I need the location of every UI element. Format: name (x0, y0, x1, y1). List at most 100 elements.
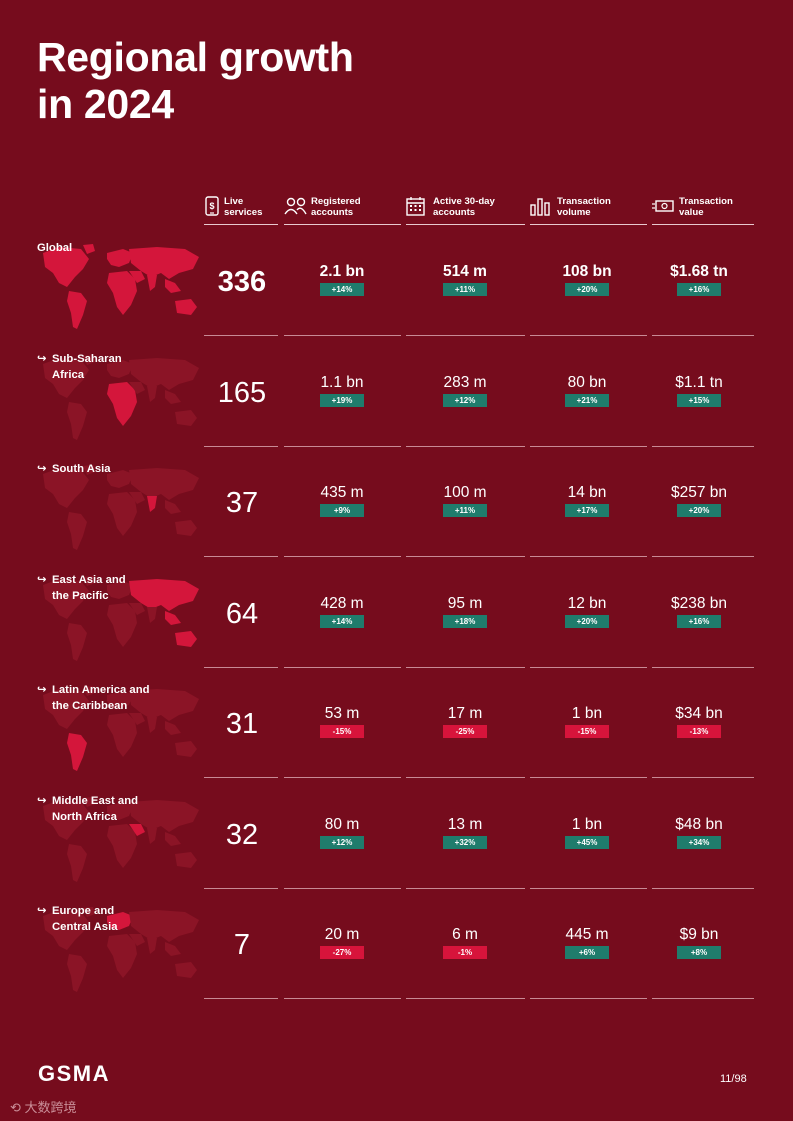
map-landmass-sas (147, 828, 157, 844)
column-header-label-line: value (679, 207, 704, 218)
divider (652, 998, 754, 999)
arrow-icon: ↪ (37, 574, 47, 586)
map-landmass-na (43, 247, 89, 287)
metric-cell: 80 bn +21% (528, 374, 646, 407)
region-map (43, 686, 199, 771)
region-name: Latin America and the Caribbean (37, 683, 177, 714)
divider (406, 556, 525, 557)
metric-cell: 100 m +11% (406, 484, 524, 517)
region-name-line: East Asia and (52, 574, 126, 586)
page-title-line: Regional growth (37, 34, 354, 80)
map-landmass-asia (129, 800, 199, 832)
metric-cell: 20 m -27% (283, 926, 401, 959)
metric-value: $48 bn (675, 816, 723, 833)
map-landmass-af (107, 934, 137, 978)
change-badge: -15% (565, 725, 609, 738)
metric-cell: 108 bn +20% (528, 263, 646, 296)
divider (652, 667, 754, 668)
live-services-value: 336 (217, 266, 267, 298)
map-landmass-af (107, 492, 137, 536)
metric-cell: $1.1 tn +15% (640, 374, 758, 407)
metric-cell: $257 bn +20% (640, 484, 758, 517)
map-landmass-sas (147, 938, 157, 954)
map-landmass-me (129, 603, 145, 615)
divider (406, 667, 525, 668)
column-header-label-line: Registered (311, 196, 361, 207)
change-badge: +11% (443, 283, 487, 296)
region-name-line: North Africa (52, 810, 117, 823)
metric-value: 20 m (324, 926, 360, 943)
divider (204, 667, 278, 668)
map-landmass-au (175, 741, 197, 757)
divider (406, 777, 525, 778)
metric-value: 445 m (565, 926, 609, 943)
arrow-icon: ↪ (37, 463, 47, 475)
column-header-label-line: Live (224, 196, 244, 207)
region-map (43, 244, 199, 329)
change-badge: -13% (677, 725, 721, 738)
map-landmass-me (129, 492, 145, 504)
divider (406, 998, 525, 999)
divider (652, 335, 754, 336)
divider (652, 224, 754, 225)
change-badge: +12% (443, 394, 487, 407)
phone-dollar-icon: $ (205, 196, 219, 216)
metric-cell: 428 m +14% (283, 595, 401, 628)
divider (284, 998, 401, 999)
metric-cell: $34 bn -13% (640, 705, 758, 738)
divider (284, 224, 401, 225)
divider (406, 224, 525, 225)
divider (204, 998, 278, 999)
metric-cell: 13 m +32% (406, 816, 524, 849)
map-landmass-sea (165, 390, 181, 404)
bar-chart-icon (530, 198, 550, 216)
map-landmass-asia (129, 358, 199, 390)
map-landmass-eu (107, 470, 133, 488)
column-header: Transaction value (652, 196, 756, 224)
metric-cell: $9 bn +8% (640, 926, 758, 959)
live-services-value: 64 (225, 598, 259, 630)
divider (530, 446, 647, 447)
region-map (43, 907, 199, 992)
change-badge: +16% (677, 615, 721, 628)
divider (284, 446, 401, 447)
change-badge: +18% (443, 615, 487, 628)
metric-cell: 2.1 bn +14% (283, 263, 401, 296)
metric-value: 17 m (447, 705, 483, 722)
divider (530, 888, 647, 889)
calendar-icon (406, 197, 425, 216)
map-landmass-sas (147, 607, 157, 623)
map-landmass-na (43, 579, 89, 619)
map-landmass-gr (83, 355, 95, 365)
column-header-label: Active 30-day accounts (433, 196, 495, 218)
metric-value: 100 m (443, 484, 487, 501)
map-landmass-sea (165, 942, 181, 956)
column-header-label: Transaction volume (557, 196, 611, 218)
change-badge: +17% (565, 504, 609, 517)
metric-value: 1.1 bn (320, 374, 364, 391)
map-landmass-eu (107, 912, 133, 930)
region-name-line: South Asia (52, 463, 111, 475)
metric-value: 435 m (320, 484, 364, 501)
metric-value: 95 m (447, 595, 483, 612)
svg-text:GSMA: GSMA (38, 1062, 110, 1084)
divider (204, 446, 278, 447)
live-services-value: 7 (233, 929, 251, 961)
divider (284, 556, 401, 557)
metric-value: $34 bn (675, 705, 723, 722)
map-landmass-af (107, 603, 137, 647)
map-landmass-eu (107, 360, 133, 378)
map-landmass-sas (147, 496, 157, 512)
divider (204, 335, 278, 336)
map-landmass-au (175, 299, 197, 315)
metric-value: 1 bn (571, 816, 603, 833)
metric-cell: $48 bn +34% (640, 816, 758, 849)
region-name-line: the Caribbean (52, 699, 128, 712)
metric-value: 108 bn (562, 263, 612, 280)
map-landmass-sa (67, 291, 87, 329)
region-map (43, 797, 199, 882)
map-landmass-sea (165, 500, 181, 514)
divider (530, 777, 647, 778)
page-title-line: in 2024 (37, 81, 174, 127)
divider (406, 888, 525, 889)
